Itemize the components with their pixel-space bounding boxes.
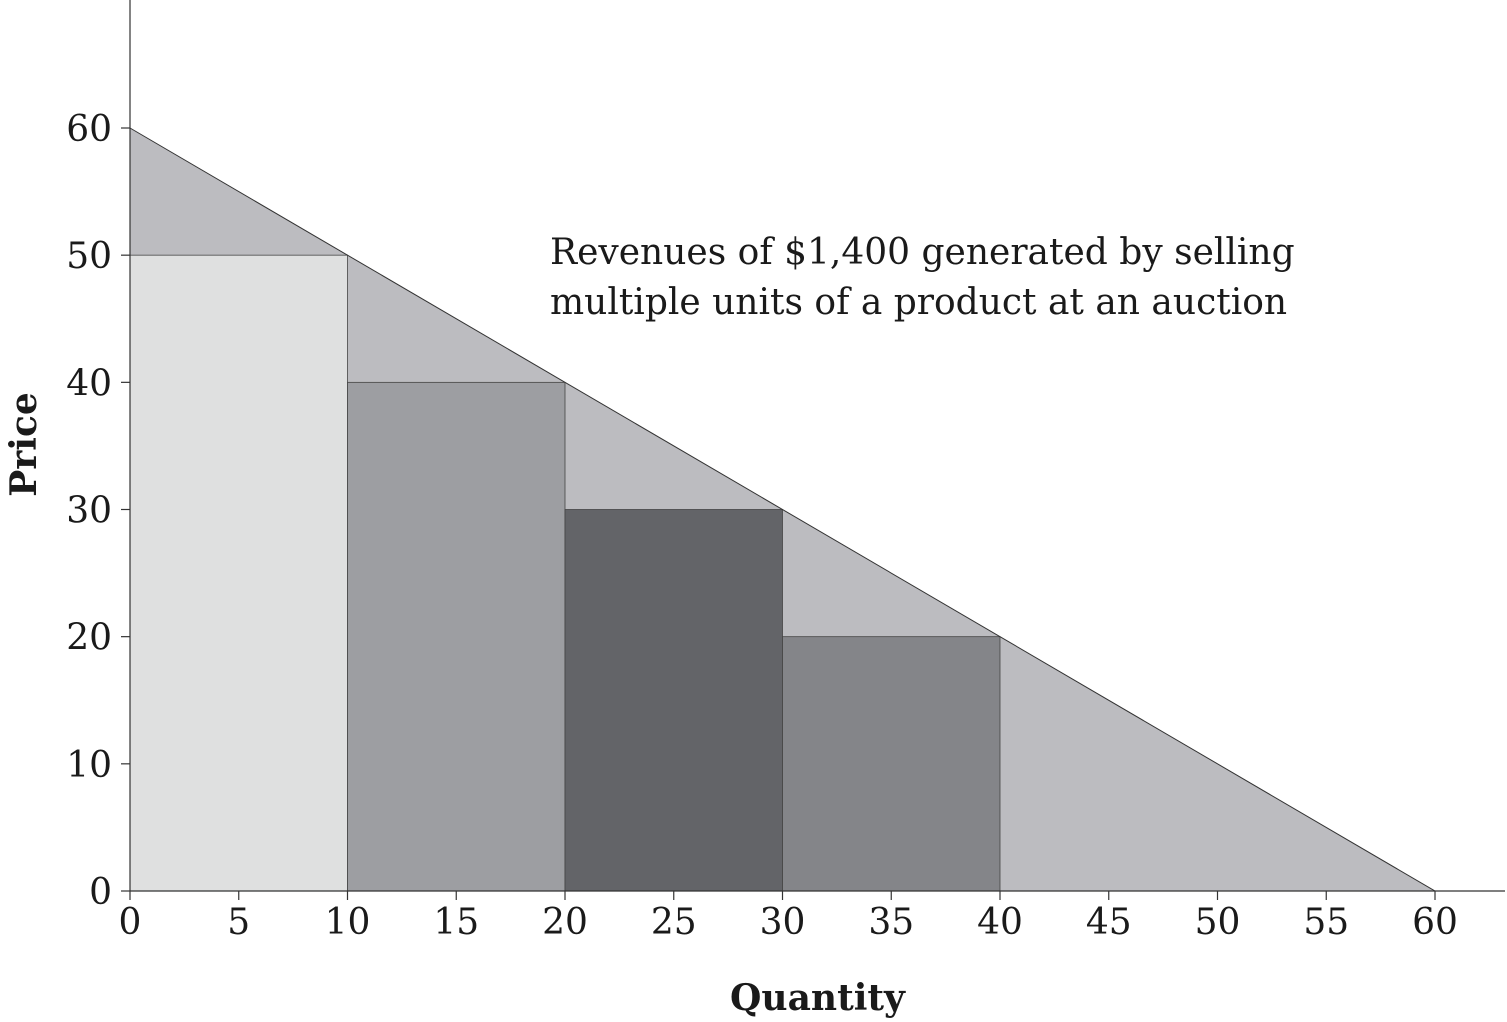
bar-2 bbox=[347, 381, 566, 892]
bar-3 bbox=[564, 509, 783, 892]
x-tick-label: 50 bbox=[1195, 902, 1241, 943]
x-tick-label: 55 bbox=[1303, 902, 1349, 943]
y-tick-label: 30 bbox=[66, 491, 112, 532]
x-tick-label: 40 bbox=[977, 902, 1023, 943]
x-tick-label: 35 bbox=[868, 902, 914, 943]
axes-layer bbox=[129, 0, 1505, 892]
y-tick-label: 40 bbox=[66, 363, 112, 404]
x-axis-title: Quantity bbox=[730, 977, 906, 1019]
ticks-layer: 0 5 10 15 20 25 30 35 40 45 50 55 60 0 10 20 30 40 50 60 bbox=[66, 109, 1458, 943]
x-tick-label: 5 bbox=[227, 902, 250, 943]
x-tick-label: 20 bbox=[542, 902, 588, 943]
bar-1 bbox=[129, 254, 348, 892]
y-tick-label: 10 bbox=[66, 745, 112, 786]
x-tick-label: 0 bbox=[119, 902, 142, 943]
x-tick-label: 30 bbox=[760, 902, 806, 943]
x-tick-label: 15 bbox=[433, 902, 479, 943]
y-axis-title: Price bbox=[3, 392, 45, 497]
y-tick-label: 60 bbox=[66, 109, 112, 150]
annotation-line-1: Revenues of $1,400 generated by selling bbox=[550, 232, 1295, 273]
y-tick-label: 20 bbox=[66, 618, 112, 659]
y-tick-label: 0 bbox=[89, 872, 112, 913]
x-tick-label: 45 bbox=[1086, 902, 1132, 943]
annotation-line-2: multiple units of a product at an auctio… bbox=[550, 282, 1287, 323]
y-tick-label: 50 bbox=[66, 236, 112, 277]
x-tick-label: 25 bbox=[651, 902, 697, 943]
x-tick-label: 10 bbox=[325, 902, 371, 943]
demand-line bbox=[129, 127, 1436, 892]
bar-4 bbox=[782, 636, 1001, 892]
x-tick-label: 60 bbox=[1412, 902, 1458, 943]
bars-layer bbox=[129, 254, 1001, 892]
